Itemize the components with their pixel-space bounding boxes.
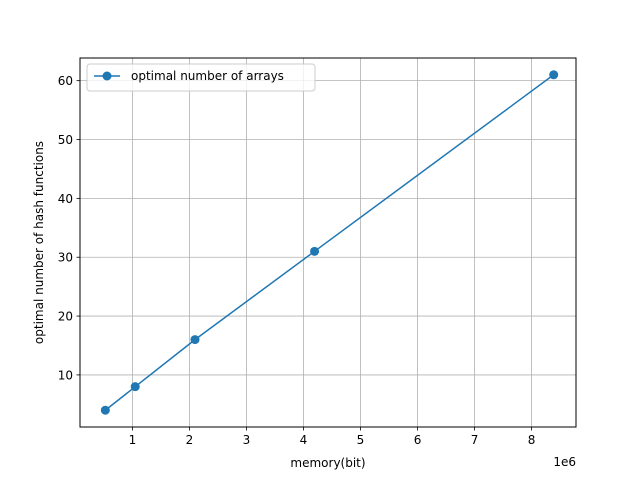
y-tick-label: 30 bbox=[58, 251, 73, 265]
legend-label: optimal number of arrays bbox=[131, 69, 284, 83]
data-point bbox=[190, 335, 200, 345]
y-tick-label: 60 bbox=[58, 74, 73, 88]
data-point bbox=[310, 246, 320, 256]
legend-marker bbox=[102, 71, 112, 81]
grid bbox=[80, 58, 576, 427]
x-tick-label: 3 bbox=[243, 433, 251, 447]
data-point bbox=[549, 70, 559, 80]
x-tick-label: 2 bbox=[186, 433, 194, 447]
x-axis-label: memory(bit) bbox=[290, 456, 365, 470]
data-point bbox=[130, 382, 140, 392]
plot-frame bbox=[79, 57, 577, 428]
y-axis: 10 20 30 40 50 60 bbox=[58, 74, 80, 382]
series-layer bbox=[100, 70, 559, 415]
x-tick-label: 1 bbox=[129, 433, 137, 447]
y-tick-label: 50 bbox=[58, 133, 73, 147]
legend-box bbox=[86, 63, 316, 92]
x-tick-label: 6 bbox=[414, 433, 422, 447]
y-tick-label: 40 bbox=[58, 192, 73, 206]
x-axis: 1 2 3 4 5 6 7 8 bbox=[129, 427, 536, 447]
y-axis-label: optimal number of hash functions bbox=[32, 141, 46, 344]
x-tick-label: 5 bbox=[357, 433, 365, 447]
y-tick-label: 10 bbox=[58, 368, 73, 382]
x-tick-label: 8 bbox=[528, 433, 536, 447]
data-point bbox=[100, 405, 110, 415]
x-tick-label: 7 bbox=[471, 433, 479, 447]
legend: optimal number of arrays bbox=[86, 63, 316, 92]
y-tick-label: 20 bbox=[58, 310, 73, 324]
x-axis-offset-label: 1e6 bbox=[553, 455, 576, 469]
x-tick-label: 4 bbox=[300, 433, 308, 447]
